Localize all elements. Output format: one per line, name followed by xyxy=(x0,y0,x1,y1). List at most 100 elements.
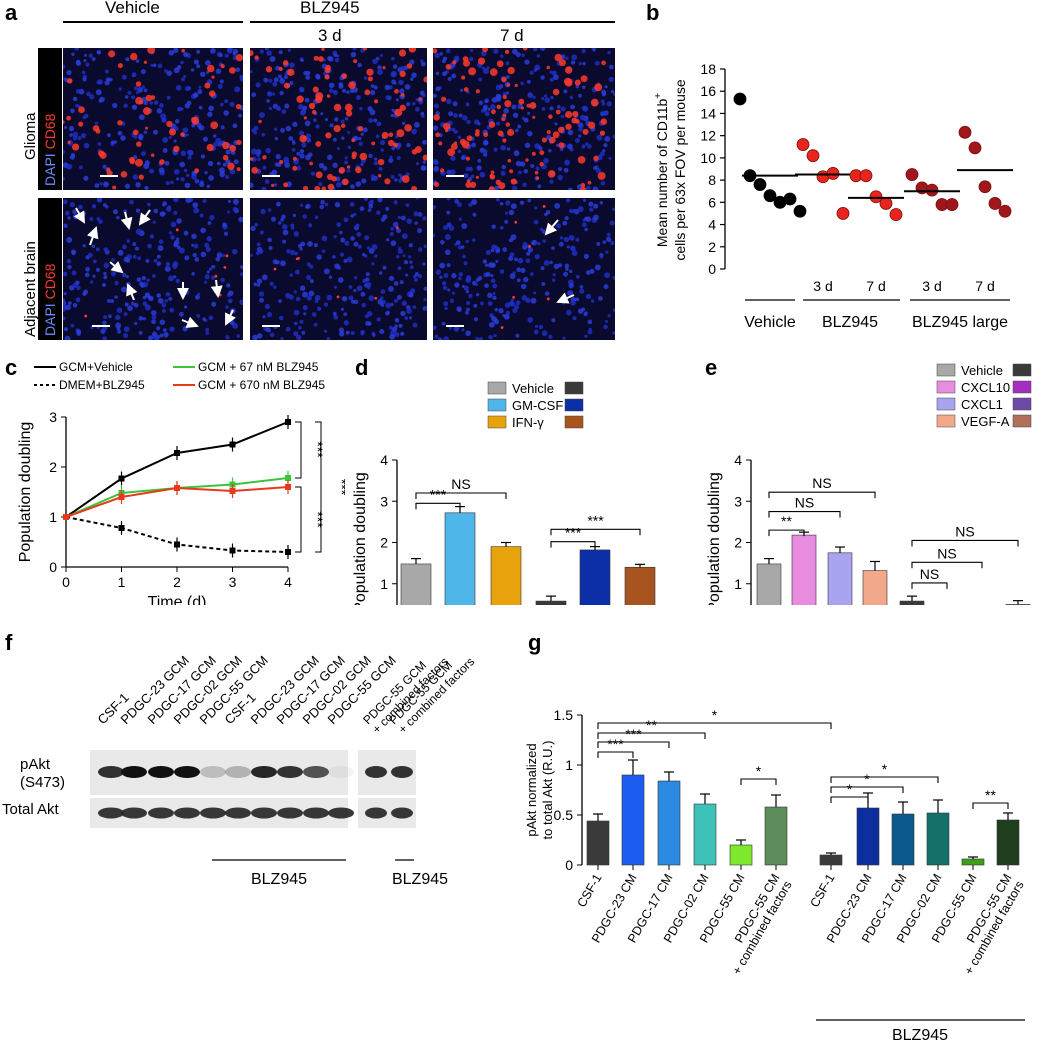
cd68-dot xyxy=(377,158,385,166)
nucleus-dot xyxy=(517,257,524,264)
cd68-dot xyxy=(321,186,327,190)
nucleus-dot xyxy=(577,122,584,129)
nucleus-dot xyxy=(490,248,495,253)
nucleus-dot xyxy=(94,183,100,188)
nucleus-dot xyxy=(259,49,264,54)
nucleus-dot xyxy=(453,113,458,118)
nucleus-dot xyxy=(340,307,345,311)
cd68-dot xyxy=(194,168,200,174)
nucleus-dot xyxy=(292,213,297,218)
nucleus-dot xyxy=(460,88,464,92)
nucleus-dot xyxy=(599,201,604,205)
cd68-dot xyxy=(433,114,440,121)
nucleus-dot xyxy=(255,149,262,156)
nucleus-dot xyxy=(344,160,349,165)
nucleus-dot xyxy=(306,137,312,143)
nucleus-dot xyxy=(447,76,452,82)
nucleus-dot xyxy=(511,104,517,110)
nucleus-dot xyxy=(551,318,556,323)
nucleus-dot xyxy=(488,322,495,328)
nucleus-dot xyxy=(577,308,584,314)
nucleus-dot xyxy=(484,263,489,267)
cd68-dot xyxy=(505,122,510,127)
nucleus-dot xyxy=(344,156,348,160)
cd68-dot xyxy=(136,141,142,147)
cd68-dot xyxy=(204,82,211,89)
nucleus-dot xyxy=(442,56,448,61)
nucleus-dot xyxy=(446,210,451,215)
nucleus-dot xyxy=(283,156,289,163)
nucleus-dot xyxy=(358,141,363,147)
nucleus-dot xyxy=(302,214,307,219)
nucleus-dot xyxy=(606,236,612,243)
nucleus-dot xyxy=(557,105,561,109)
nucleus-dot xyxy=(570,300,576,306)
nucleus-dot xyxy=(215,68,222,74)
nucleus-dot xyxy=(159,211,165,217)
nucleus-dot xyxy=(559,147,564,152)
nucleus-dot xyxy=(198,125,205,131)
nucleus-dot xyxy=(227,298,233,304)
nucleus-dot xyxy=(306,275,312,280)
nucleus-dot xyxy=(261,186,267,190)
nucleus-dot xyxy=(343,217,349,223)
nucleus-dot xyxy=(278,315,284,321)
nucleus-dot xyxy=(328,275,333,279)
nucleus-dot xyxy=(519,161,526,167)
nucleus-dot xyxy=(597,296,603,301)
y-tick-label: 18 xyxy=(700,61,716,77)
nucleus-dot xyxy=(562,220,568,226)
nucleus-dot xyxy=(346,90,350,94)
cd68-dot xyxy=(265,66,273,73)
nucleus-dot xyxy=(455,240,461,245)
nucleus-dot xyxy=(145,258,150,263)
cd68-dot xyxy=(507,128,515,137)
nucleus-dot xyxy=(98,219,103,224)
sig-bracket xyxy=(597,732,706,739)
band-pakt xyxy=(303,766,329,778)
cd68-dot xyxy=(351,154,357,160)
nucleus-dot xyxy=(216,252,223,258)
nucleus-dot xyxy=(210,48,216,54)
nucleus-dot xyxy=(208,175,214,181)
arrow-icon xyxy=(120,211,133,230)
nucleus-dot xyxy=(533,219,539,225)
cd68-dot xyxy=(546,130,551,135)
scale-bars xyxy=(92,175,464,327)
nucleus-dot xyxy=(229,168,236,175)
nucleus-dot xyxy=(75,89,81,94)
nucleus-dot xyxy=(204,242,210,248)
nucleus-dot xyxy=(122,244,127,250)
nucleus-dot xyxy=(118,87,122,91)
nucleus-dot xyxy=(541,106,546,111)
nucleus-dot xyxy=(582,61,586,66)
nucleus-dot xyxy=(208,315,214,321)
nucleus-dot xyxy=(205,246,211,253)
nucleus-dot xyxy=(541,330,548,337)
cd68-dot xyxy=(236,167,241,172)
micrograph-texture xyxy=(250,48,427,190)
nucleus-dot xyxy=(70,153,76,158)
nucleus-dot xyxy=(323,268,330,275)
legend-label: GCM + 67 nM BLZ945 xyxy=(198,360,319,374)
nucleus-dot xyxy=(481,66,486,70)
nucleus-dot xyxy=(197,89,203,95)
bar xyxy=(819,854,843,866)
nucleus-dot xyxy=(173,210,178,215)
nucleus-dot xyxy=(223,231,229,236)
nucleus-dot xyxy=(477,122,481,126)
nucleus-dot xyxy=(193,92,199,98)
nucleus-dot xyxy=(417,228,423,234)
nucleus-dot xyxy=(85,62,90,67)
nucleus-dot xyxy=(148,335,154,340)
cd68-dot xyxy=(84,314,88,318)
cd68-dot xyxy=(106,170,113,177)
nucleus-dot xyxy=(482,140,489,146)
nucleus-dot xyxy=(568,234,575,241)
nucleus-dot xyxy=(389,334,395,340)
nucleus-dot xyxy=(581,144,586,149)
nucleus-dot xyxy=(296,334,302,340)
nucleus-dot xyxy=(454,282,460,288)
nucleus-dot xyxy=(211,301,217,307)
